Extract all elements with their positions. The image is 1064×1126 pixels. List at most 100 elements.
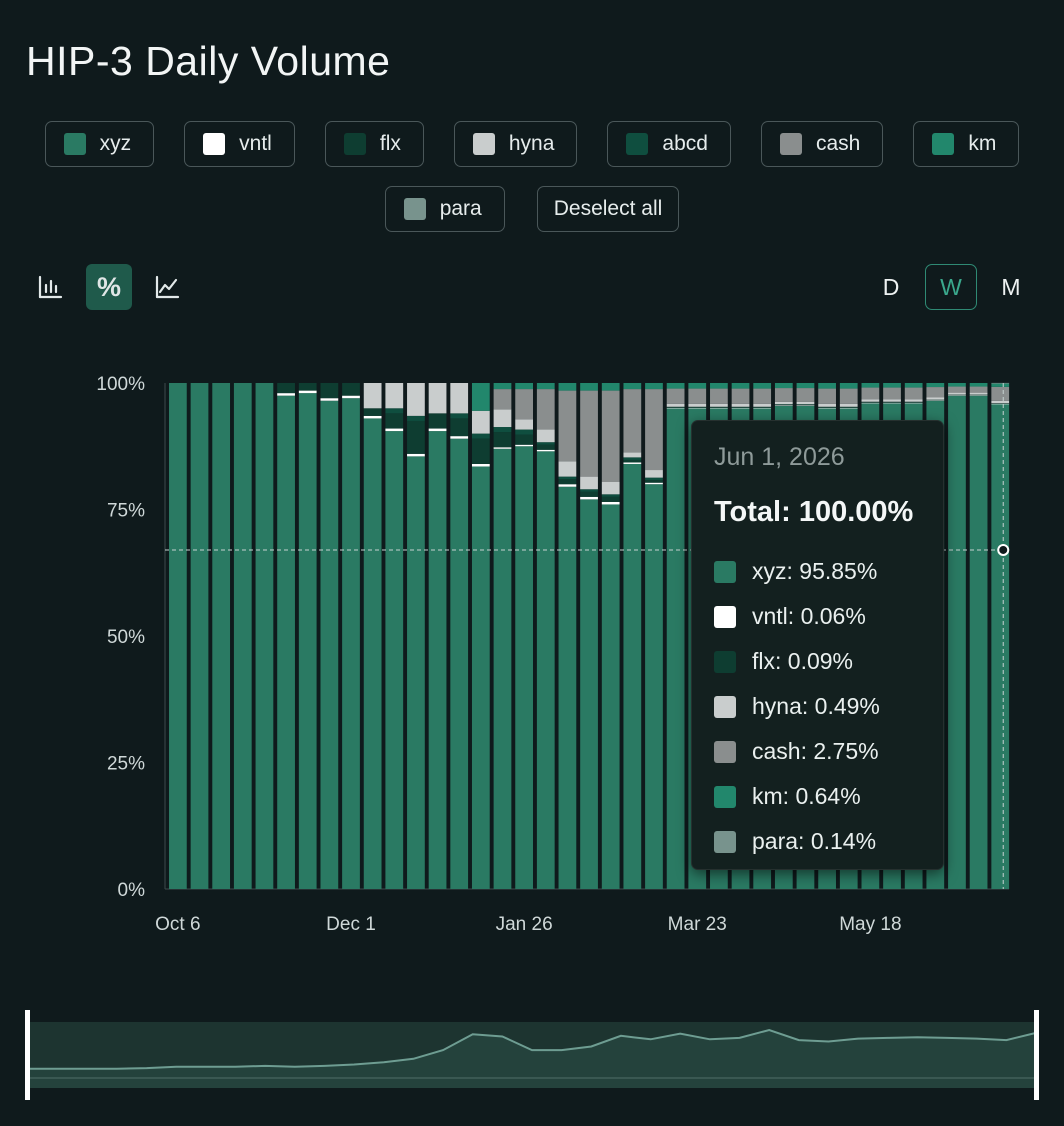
bar-segment-cash (536, 389, 555, 430)
bar-segment-flx (969, 394, 988, 396)
bar-segment-cash (731, 388, 750, 404)
bar-segment-vntl (277, 393, 295, 396)
bar-segment-vntl (969, 395, 988, 396)
bar-segment-xyz (342, 398, 360, 889)
bar-segment-flx (645, 480, 663, 483)
bar-segment-hyna (731, 403, 750, 407)
y-tick-label: 25% (107, 754, 145, 775)
bar-segment-vntl (320, 398, 339, 401)
legend-chip-hyna[interactable]: hyna (453, 121, 578, 167)
bar-21 (601, 383, 620, 889)
bar-segment-abcd (385, 408, 404, 414)
bar-segment-vntl (428, 428, 447, 432)
x-tick-label: Jan 26 (496, 914, 553, 935)
bar-segment-flx (558, 479, 577, 485)
bar-7 (298, 383, 317, 889)
tooltip-swatch (714, 740, 736, 763)
bar-segment-flx (904, 401, 923, 403)
legend-swatch (472, 133, 495, 155)
bar-segment-vntl (731, 407, 750, 409)
legend-chip-flx[interactable]: flx (324, 121, 424, 167)
period-month[interactable]: M (1001, 273, 1021, 300)
bar-segment-abcd (623, 457, 642, 460)
bar-segment-abcd (601, 494, 620, 497)
navigator-right-handle[interactable] (1034, 1010, 1039, 1100)
period-day[interactable]: D (882, 273, 900, 300)
bar-segment-km (623, 383, 642, 390)
period-week[interactable]: W (925, 264, 977, 310)
bar-segment-vntl (753, 407, 772, 409)
bar-segment-km (666, 383, 685, 389)
legend-chip-para[interactable]: para (384, 186, 505, 232)
x-tick-label: Mar 23 (668, 914, 727, 935)
deselect-all-button[interactable]: Deselect all (536, 186, 680, 232)
bar-segment-cash (818, 388, 836, 404)
bar-segment-xyz (623, 463, 642, 889)
legend-swatch (403, 198, 426, 220)
legend-row-1: xyz vntl flx hyna abcd cash km (0, 121, 1064, 167)
crosshair-marker (997, 543, 1010, 556)
bar-segment-xyz (407, 456, 425, 889)
x-tick-label: Dec 1 (326, 914, 376, 935)
legend-chip-km[interactable]: km (913, 121, 1020, 167)
bar-6 (277, 383, 295, 889)
tooltip-row: hyna: 0.49% (714, 684, 943, 729)
tooltip-label: xyz: 95.85% (752, 558, 878, 584)
bar-segment-km (688, 383, 707, 389)
bar-segment-km (861, 383, 880, 388)
legend-chip-vntl[interactable]: vntl (184, 121, 295, 167)
bar-19 (558, 383, 577, 889)
legend-chip-cash[interactable]: cash (760, 121, 884, 167)
bar-segment-cash (969, 386, 988, 393)
bar-segment-hyna (710, 403, 728, 407)
bar-4 (233, 383, 252, 889)
bar-segment-cash (991, 386, 1010, 401)
bar-segment-cash (688, 388, 707, 404)
bar-segment-flx (818, 406, 836, 408)
bar-segment-hyna (515, 419, 534, 430)
bar-segment-xyz (666, 408, 685, 889)
bar-segment-vntl (558, 484, 577, 487)
bar-segment-km (536, 383, 555, 390)
bar-segment-vntl (471, 463, 490, 467)
legend-label: flx (379, 132, 401, 155)
bar-segment-km (969, 383, 988, 387)
legend-chip-xyz[interactable]: xyz (44, 121, 155, 167)
legend-chip-abcd[interactable]: abcd (607, 121, 731, 167)
bar-10 (363, 383, 382, 889)
bar-segment-vntl (363, 415, 382, 419)
bar-segment-vntl (385, 428, 404, 432)
bar-segment-cash (558, 390, 577, 462)
bar-segment-flx (320, 383, 339, 399)
range-navigator[interactable] (0, 1005, 1064, 1105)
bar-segment-flx (753, 406, 772, 408)
bar-segment-cash (883, 387, 901, 400)
y-tick-label: 100% (96, 374, 145, 395)
tooltip-row: flx: 0.09% (714, 639, 943, 684)
bar-segment-flx (385, 413, 404, 429)
bar-segment-xyz (363, 418, 382, 889)
legend-row-2: para Deselect all (0, 186, 1064, 232)
bar-20 (580, 383, 598, 889)
bar-segment-vntl (948, 395, 966, 396)
bar-segment-km (883, 383, 901, 388)
bar-chart-icon[interactable] (27, 264, 73, 310)
bar-segment-vntl (861, 402, 880, 404)
bar-segment-vntl (515, 444, 534, 447)
bar-segment-xyz (320, 400, 339, 889)
legend-label: km (968, 132, 997, 155)
percent-icon[interactable]: % (86, 264, 132, 310)
bar-segment-xyz (169, 383, 187, 889)
bar-segment-flx (774, 404, 793, 406)
bar-segment-abcd (515, 429, 534, 435)
line-chart-icon[interactable] (144, 264, 190, 310)
bar-segment-hyna (645, 470, 663, 478)
navigator-left-handle[interactable] (25, 1010, 30, 1100)
bar-segment-hyna (666, 403, 685, 407)
bar-segment-flx (666, 406, 685, 408)
bar-23 (645, 383, 663, 889)
legend-label: xyz (99, 132, 132, 155)
navigator-line (28, 1028, 1037, 1070)
bar-segment-abcd (407, 415, 425, 421)
bar-segment-vntl (883, 402, 901, 404)
